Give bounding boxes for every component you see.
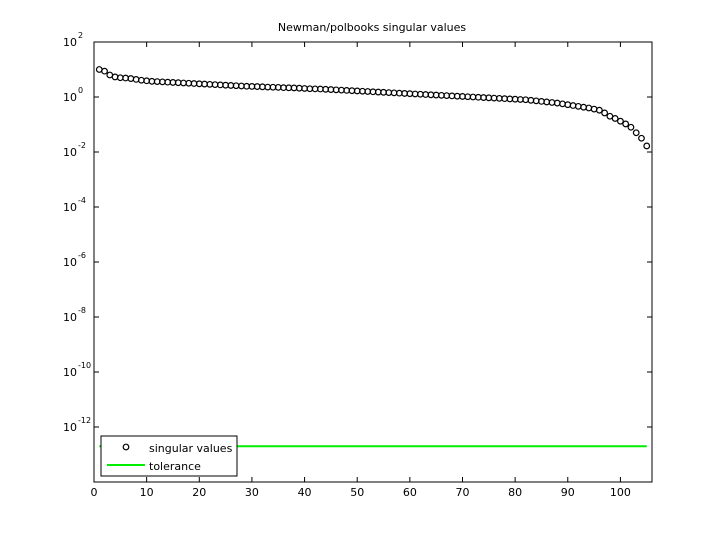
- x-tick-label: 70: [455, 486, 469, 499]
- x-tick-label: 80: [508, 486, 522, 499]
- y-tick-label-base: 10: [63, 91, 77, 104]
- x-tick-label: 60: [403, 486, 417, 499]
- y-tick-label-exponent: -12: [78, 416, 91, 425]
- y-tick-label-base: 10: [63, 366, 77, 379]
- singular-value-point: [611, 115, 619, 122]
- x-tick-label: 0: [91, 486, 98, 499]
- y-tick-label-base: 10: [63, 36, 77, 49]
- y-tick-label-base: 10: [63, 256, 77, 269]
- y-tick-label-exponent: -2: [78, 141, 86, 150]
- x-tick-label: 50: [350, 486, 364, 499]
- y-tick-label-base: 10: [63, 421, 77, 434]
- y-tick-label-base: 10: [63, 146, 77, 159]
- legend: singular values tolerance: [100, 435, 238, 477]
- y-tick-label-exponent: -10: [78, 361, 91, 370]
- singular-value-point: [632, 129, 640, 137]
- singular-value-point: [638, 134, 645, 142]
- singular-values-series: [95, 66, 651, 150]
- singular-value-point: [601, 109, 609, 117]
- legend-marker-circle: [122, 443, 130, 451]
- x-axis: 0 10 20 30 40 50 60 70 80 90 100: [91, 42, 631, 499]
- x-tick-label: 30: [245, 486, 259, 499]
- singular-value-point: [627, 123, 635, 131]
- y-tick-label-exponent: -8: [78, 306, 86, 315]
- y-tick-label-exponent: -4: [78, 196, 86, 205]
- y-tick-label-exponent: -6: [78, 251, 86, 260]
- chart-title: Newman/polbooks singular values: [278, 21, 467, 34]
- legend-box: [100, 435, 238, 477]
- y-tick-label-exponent: 2: [78, 31, 83, 40]
- y-tick-label-base: 10: [63, 201, 77, 214]
- x-tick-label: 100: [610, 486, 631, 499]
- singular-value-point: [643, 142, 651, 150]
- x-tick-label: 10: [140, 486, 154, 499]
- y-tick-label-base: 10: [63, 311, 77, 324]
- legend-label-tolerance: tolerance: [149, 460, 201, 473]
- x-tick-label: 90: [561, 486, 575, 499]
- legend-label-singular-values: singular values: [149, 442, 233, 455]
- singular-value-point: [101, 67, 108, 75]
- singular-value-point: [617, 117, 624, 125]
- y-tick-label-exponent: 0: [78, 86, 83, 95]
- x-tick-label: 20: [192, 486, 206, 499]
- x-tick-label: 40: [298, 486, 312, 499]
- singular-value-point: [622, 120, 630, 128]
- singular-value-point: [595, 106, 603, 114]
